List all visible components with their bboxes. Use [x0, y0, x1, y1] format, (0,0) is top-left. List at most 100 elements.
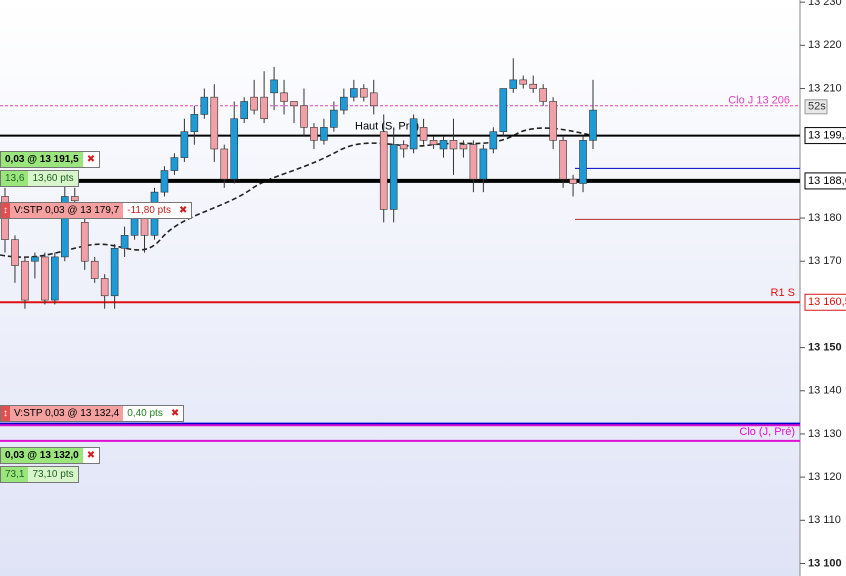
candle-body [499, 88, 508, 132]
y-tick-label: 13 140 [808, 385, 842, 397]
candle-body [210, 96, 219, 150]
cancel-button[interactable]: ✖ [82, 152, 100, 167]
candle-body [310, 127, 318, 141]
candle-body [409, 118, 418, 150]
order-text: -11,80 pts [123, 203, 175, 218]
plot-background [0, 0, 800, 576]
candle-body [359, 88, 368, 98]
order-pnl: 13,60 pts [28, 171, 78, 186]
candle-body [509, 79, 518, 89]
candle-body [549, 101, 557, 141]
candle-body [589, 109, 597, 141]
y-tick-label: 13 120 [808, 471, 842, 483]
order-result: 13,6 13,60 pts [0, 170, 79, 187]
candle-body [190, 114, 199, 132]
candle-body [240, 101, 248, 120]
candle-body [160, 170, 169, 193]
countdown: 52s [808, 101, 826, 113]
order-pnl: 13,6 [1, 171, 29, 186]
y-tick-label: 13 230 [808, 0, 842, 8]
candle-body [130, 217, 139, 236]
order-text: 0,40 pts [123, 406, 167, 421]
y-tick-label: 13 170 [808, 255, 842, 267]
order-text: ↕ [1, 406, 10, 421]
candle-body [529, 83, 538, 89]
candle-body [31, 256, 39, 262]
cancel-button[interactable]: ✖ [174, 203, 192, 218]
candle-body [21, 260, 29, 301]
candle-body [60, 196, 69, 258]
candle-body [170, 157, 179, 171]
order-text: V:STP 0,03 @ 13 179,7 [10, 203, 124, 218]
y-tick-label: 13 150 [808, 341, 842, 353]
candle-body [90, 260, 99, 279]
candle-body [300, 105, 308, 128]
candle-body [120, 235, 129, 249]
candle-body [70, 196, 79, 202]
candle-body [280, 92, 288, 102]
order-pnl: 73,1 [1, 467, 29, 482]
candle-body [569, 178, 577, 184]
candle-body [539, 88, 547, 102]
candle-body [180, 131, 189, 158]
order-result: 73,1 73,10 pts [0, 466, 79, 483]
order-pnl: 73,10 pts [28, 467, 78, 482]
cancel-button[interactable]: ✖ [166, 406, 184, 421]
candle-body [110, 247, 119, 297]
y-tick-label: 13 220 [808, 39, 842, 51]
price-axis [800, 0, 846, 576]
candle-body [260, 96, 268, 120]
candle-body [100, 278, 109, 297]
y-tick-label: 13 130 [808, 428, 842, 440]
price-tag-label: 13 188,6 [808, 175, 846, 187]
candle-body [459, 144, 468, 150]
candle-body [379, 131, 388, 210]
price-tag [804, 172, 846, 190]
candle-body [320, 127, 328, 141]
order-ticket[interactable]: 0,03 @ 13 191,5 ✖ [0, 151, 101, 168]
order-text: V:STP 0,03 @ 13 132,4 [10, 406, 124, 421]
candle-body [399, 144, 408, 150]
price-tag-label: 13 160,5 [808, 296, 846, 308]
candle-body [439, 140, 448, 150]
y-tick-label: 13 180 [808, 212, 842, 224]
candle-body [330, 109, 338, 128]
candle-body [230, 118, 239, 180]
order-text: ↕ [1, 203, 10, 218]
moving-average [0, 127, 591, 258]
candle-body [369, 92, 378, 107]
candle-body [11, 239, 19, 266]
countdown-box [804, 99, 828, 115]
order-ticket[interactable]: ↕ V:STP 0,03 @ 13 179,7 -11,80 pts ✖ [0, 202, 193, 219]
order-text: 0,03 @ 13 132,0 [1, 448, 83, 463]
price-tag [804, 127, 846, 145]
order-ticket[interactable]: ↕ V:STP 0,03 @ 13 132,4 0,40 pts ✖ [0, 405, 185, 422]
candle-body [250, 96, 258, 111]
price-tag [804, 293, 846, 311]
candle-body [51, 256, 59, 301]
y-tick-label: 13 210 [808, 82, 842, 94]
candle-body [429, 140, 438, 145]
candle-body [350, 88, 358, 98]
cancel-button[interactable]: ✖ [82, 448, 100, 463]
candle-body [290, 101, 298, 107]
order-text: 0,03 @ 13 191,5 [1, 152, 83, 167]
candle-body [489, 131, 498, 150]
candle-body [469, 144, 478, 180]
candle-body [479, 148, 488, 180]
candle-body [559, 140, 567, 180]
level-name: Haut (S, Pré) [355, 120, 419, 132]
y-tick-label: 13 100 [808, 557, 842, 569]
price-tag-label: 13 199,1 [808, 129, 846, 141]
level-name: R1 S [771, 287, 795, 299]
candle-body [419, 127, 428, 141]
candle-body [579, 140, 587, 184]
level-name: Clo (J, Pré) [739, 426, 795, 438]
order-ticket[interactable]: 0,03 @ 13 132,0 ✖ [0, 447, 101, 464]
candle-body [389, 144, 398, 210]
candle-body [220, 148, 229, 180]
level-label: Clo J 13 206 [728, 95, 790, 107]
candle-body [80, 222, 89, 262]
